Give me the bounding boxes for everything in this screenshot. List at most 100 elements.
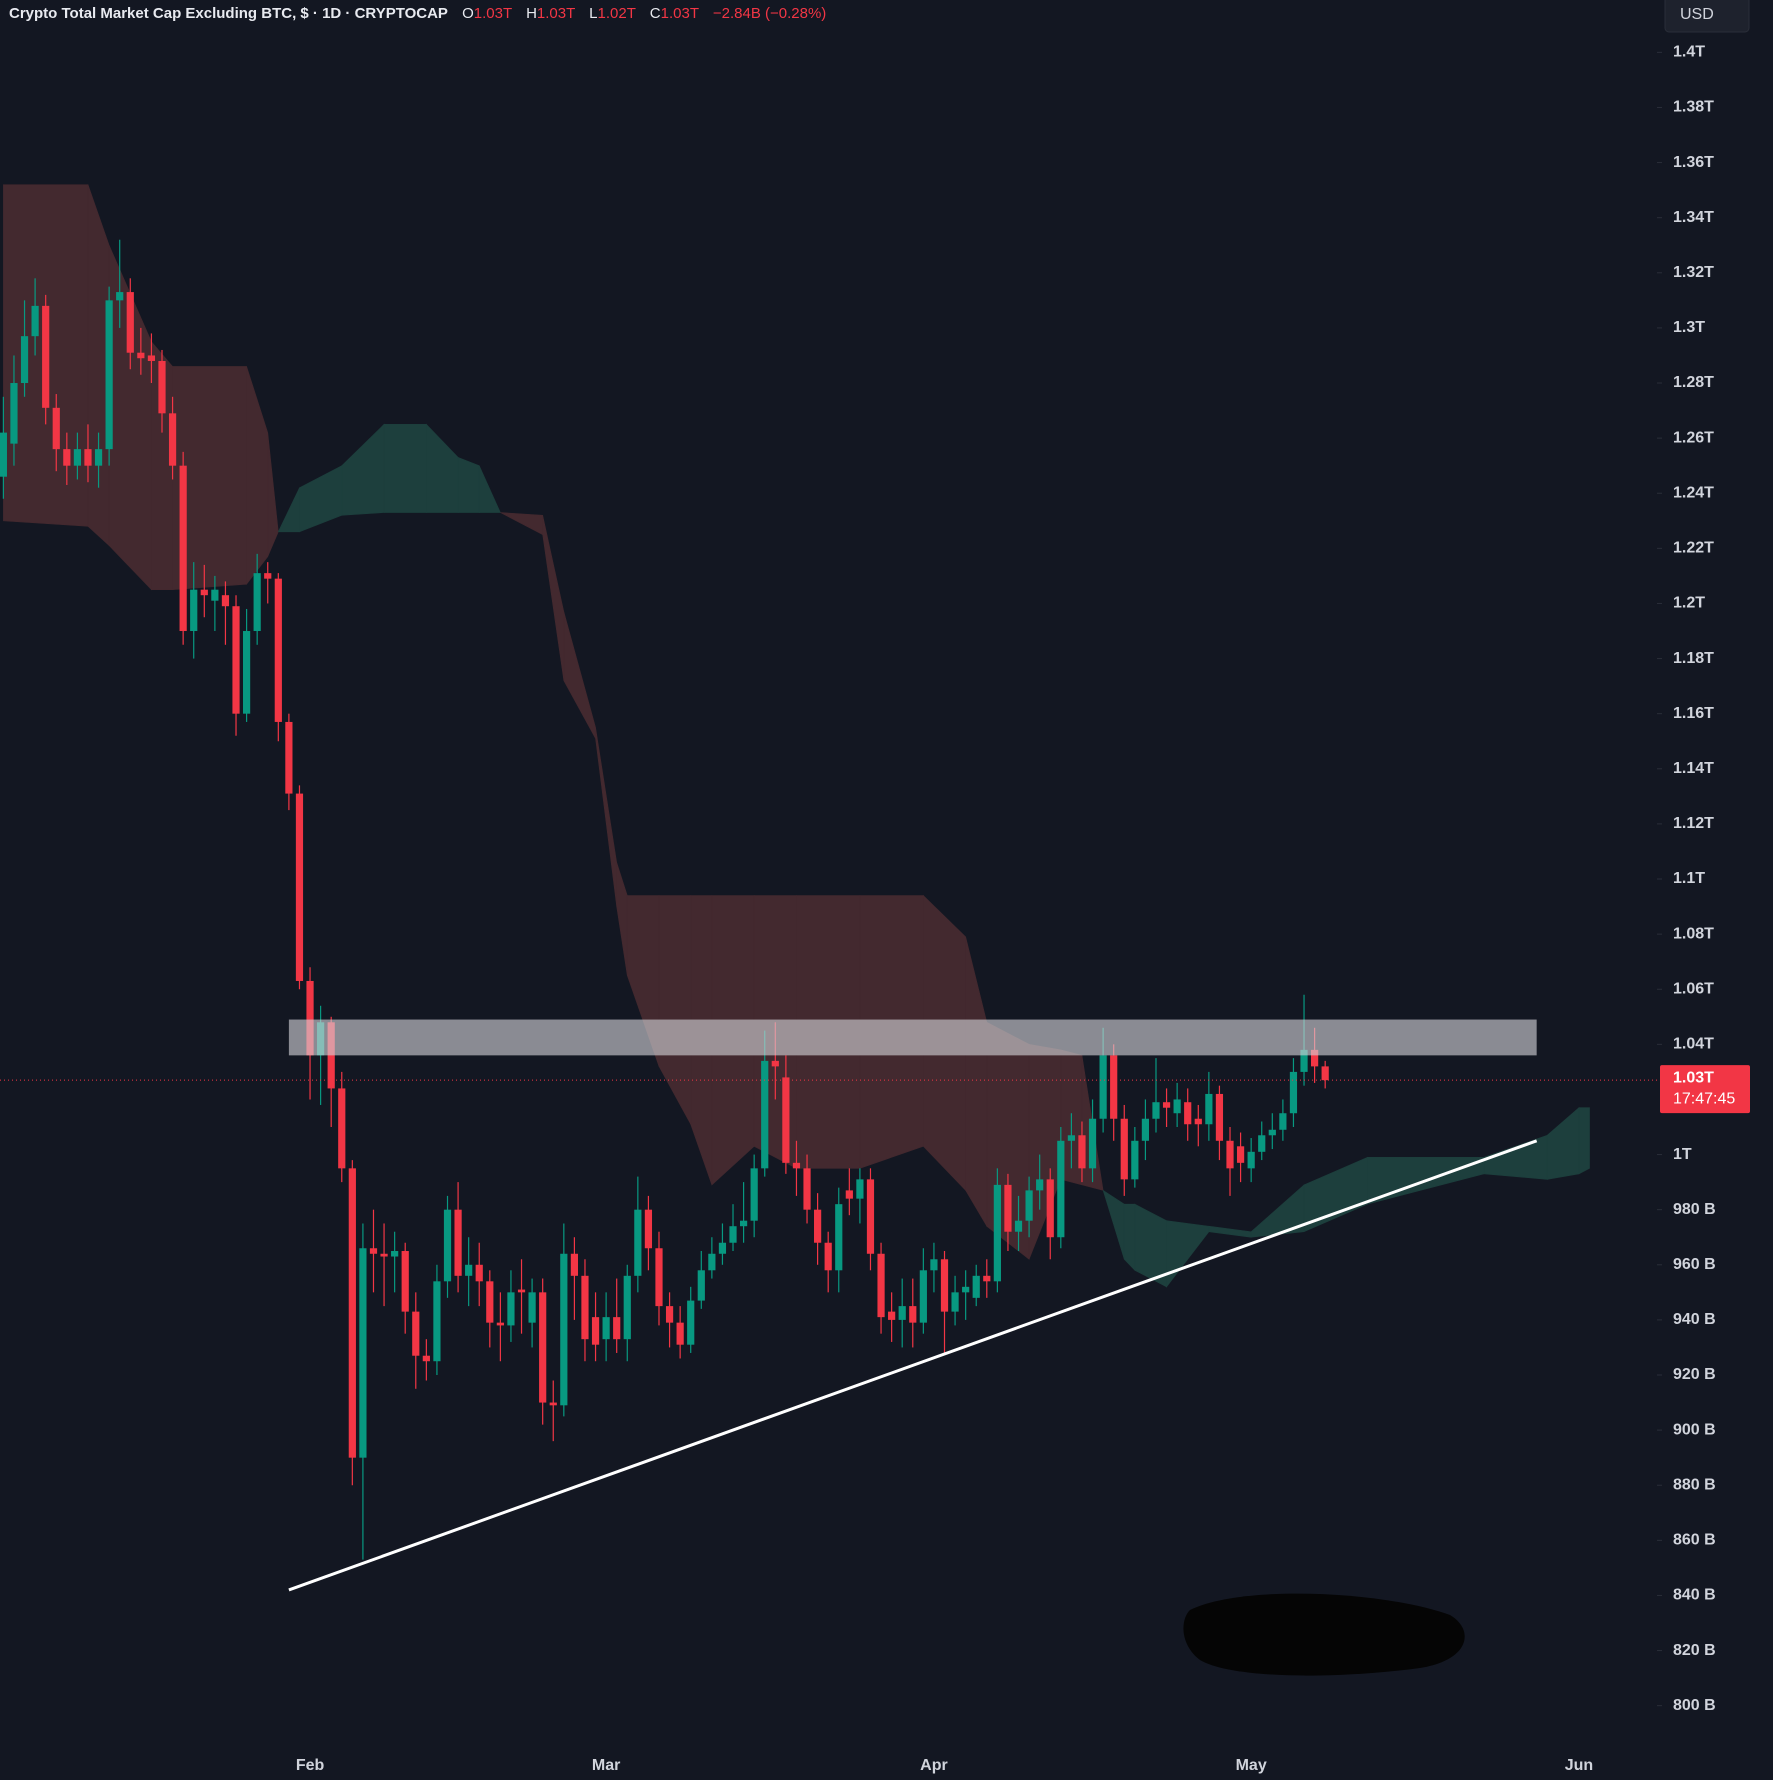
candle-body [295,793,304,981]
candle-body [84,449,92,466]
y-tick-label: 1.1T [1673,870,1705,887]
candle-body [1014,1220,1023,1232]
candle-body [983,1275,991,1282]
candle-body [856,1179,864,1199]
candle-body [930,1259,938,1271]
price-change: −2.84B (−0.28%) [713,5,826,22]
candle-body [264,573,272,579]
candle-body [454,1209,462,1276]
y-tick-label: 880 B [1673,1476,1716,1493]
candle-body [634,1209,642,1276]
candle-body [1057,1140,1065,1238]
y-tick-label: 1.08T [1673,925,1714,942]
candle-body [10,383,18,444]
candle-body [1247,1151,1255,1169]
candle-body [1173,1099,1181,1114]
y-tick-label: 940 B [1673,1311,1716,1328]
candle-body [126,292,134,353]
x-tick-label: Apr [920,1757,948,1774]
candle-body [718,1242,727,1254]
y-tick-label: 840 B [1673,1587,1716,1604]
candle-body [665,1306,674,1323]
candle-body [951,1292,959,1312]
candle-body [211,589,219,601]
x-tick-label: May [1236,1757,1267,1774]
candle-body [232,606,240,714]
candle-body [644,1209,653,1249]
ohlc-key: O [462,5,474,22]
candle-body [1141,1118,1150,1141]
candle-body [306,980,314,1056]
ohlc-key: L [589,5,597,22]
candle-body [602,1317,610,1340]
candle-body [443,1209,452,1282]
candle-body [782,1077,790,1163]
candle-body [1300,1049,1308,1072]
candle-body [1215,1093,1224,1141]
ohlc-key: C [650,5,661,22]
candle-body [560,1253,568,1406]
y-tick-label: 920 B [1673,1366,1716,1383]
candle-body [866,1179,875,1254]
candle-body [158,360,166,414]
candle-body [771,1060,779,1067]
candle-body [1184,1102,1192,1125]
candle-body [845,1190,853,1199]
candle-body [962,1286,970,1293]
candle-body [1025,1190,1033,1221]
candle-body [993,1184,1001,1282]
cloud-segment [267,432,279,557]
candle-body [761,1060,769,1169]
ohlc-value: 1.03T [537,5,575,22]
candle-body [919,1270,927,1323]
candle-body [507,1292,515,1326]
candle-body [179,465,187,632]
candle-body [1078,1135,1086,1169]
y-tick-label: 1.24T [1673,484,1714,501]
currency-label[interactable]: USD [1680,6,1714,23]
candle-body [940,1259,949,1312]
currency-button[interactable] [1664,0,1750,33]
y-tick-label: 900 B [1673,1421,1716,1438]
ohlc-key: H [526,5,537,22]
candle-body [348,1168,356,1458]
candle-body [835,1204,843,1271]
y-tick-label: 1.14T [1673,760,1714,777]
candle-body [52,407,60,450]
candle-body [1120,1118,1128,1180]
candle-body [105,300,113,450]
candle-body [1268,1129,1276,1136]
y-tick-label: 1.16T [1673,705,1714,722]
candle-body [221,595,230,607]
candle-body [676,1322,684,1345]
candle-body [655,1248,663,1307]
y-tick-label: 820 B [1673,1642,1716,1659]
candle-body [591,1317,600,1345]
candle-body [1311,1049,1319,1067]
candle-body [190,589,198,632]
y-tick-label: 1.28T [1673,374,1714,391]
last-price-label: 1.03T [1673,1069,1714,1086]
plot-area [0,184,1590,1592]
y-tick-label: 1.04T [1673,1036,1714,1053]
candle-body [94,449,103,466]
candle-body [0,432,7,477]
cloud-segment [457,456,480,513]
y-tick-label: 1.22T [1673,540,1714,557]
candle-body [1088,1118,1097,1169]
candle-body [1279,1113,1287,1130]
candle-body [20,336,29,384]
candle-body [1067,1135,1075,1141]
candle-body [253,573,261,632]
candle-body [42,305,50,408]
candle-body [1321,1066,1329,1081]
cloud-segment [1123,1203,1136,1272]
candle-body [1258,1135,1266,1152]
y-tick-label: 860 B [1673,1532,1716,1549]
candle-body [814,1209,822,1243]
candle-body [792,1162,801,1169]
